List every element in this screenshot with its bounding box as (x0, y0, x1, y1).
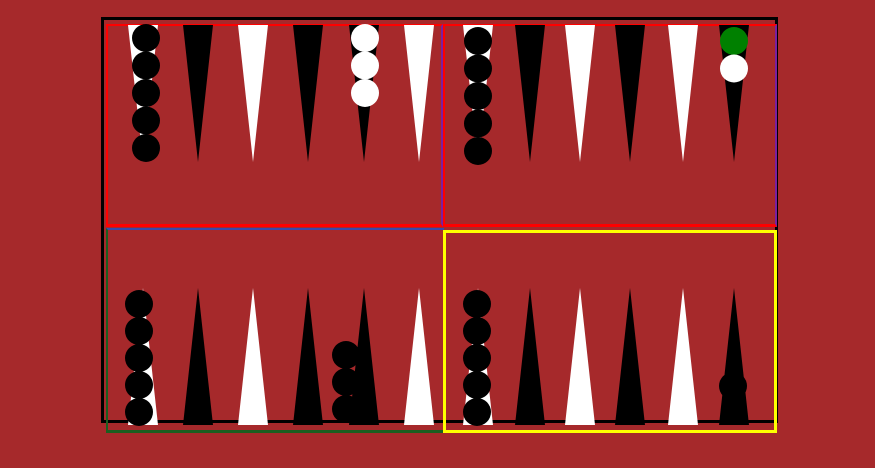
top-point-9[interactable] (565, 25, 595, 162)
bottom-point-5-checker-dark[interactable] (332, 341, 360, 369)
top-point-10[interactable] (615, 25, 645, 162)
top-point-7-checker-dark[interactable] (464, 54, 492, 83)
bottom-point-7-checker-dark[interactable] (463, 398, 491, 426)
top-point-6[interactable] (404, 25, 434, 162)
bottom-point-2[interactable] (183, 288, 213, 425)
top-point-1-checker-dark[interactable] (132, 51, 160, 80)
top-point-4[interactable] (293, 25, 323, 162)
top-point-7-checker-dark[interactable] (464, 27, 492, 55)
top-point-7-checker-dark[interactable] (464, 82, 492, 110)
top-point-1-checker-dark[interactable] (132, 24, 160, 52)
bottom-point-1-checker-dark[interactable] (125, 371, 153, 399)
top-point-3[interactable] (238, 25, 268, 162)
top-point-5-checker-light[interactable] (351, 24, 379, 52)
bottom-point-10[interactable] (615, 288, 645, 425)
bottom-point-7-checker-dark[interactable] (463, 371, 491, 399)
bottom-point-1-checker-dark[interactable] (125, 344, 153, 372)
bottom-point-7-checker-dark[interactable] (463, 290, 491, 318)
bottom-point-12[interactable] (719, 288, 749, 425)
top-point-1-checker-dark[interactable] (132, 106, 160, 135)
bottom-point-7-checker-dark[interactable] (463, 344, 491, 372)
bottom-point-6[interactable] (404, 288, 434, 425)
top-point-7-checker-dark[interactable] (464, 137, 492, 165)
bottom-point-4[interactable] (293, 288, 323, 425)
bottom-point-5-checker-dark[interactable] (332, 395, 360, 423)
top-right-quadrant (443, 24, 777, 227)
top-point-5-checker-light[interactable] (351, 79, 379, 107)
top-point-11[interactable] (668, 25, 698, 162)
bottom-point-12-checker-dark[interactable] (719, 372, 747, 400)
bottom-point-11[interactable] (668, 288, 698, 425)
bottom-point-1-checker-dark[interactable] (125, 317, 153, 345)
bottom-point-8[interactable] (515, 288, 545, 425)
top-point-1-checker-dark[interactable] (132, 134, 160, 162)
top-point-2[interactable] (183, 25, 213, 162)
bottom-point-7-checker-dark[interactable] (463, 317, 491, 345)
bottom-point-3[interactable] (238, 288, 268, 425)
top-point-8[interactable] (515, 25, 545, 162)
bottom-point-1-checker-dark[interactable] (125, 398, 153, 426)
top-point-5-checker-light[interactable] (351, 51, 379, 80)
top-point-12-checker-highlight[interactable] (720, 27, 748, 55)
bottom-point-9[interactable] (565, 288, 595, 425)
bottom-point-1-checker-dark[interactable] (125, 290, 153, 318)
top-point-7-checker-dark[interactable] (464, 109, 492, 138)
top-point-12-checker-light[interactable] (720, 54, 748, 83)
top-left-quadrant (106, 24, 443, 227)
bottom-right-quadrant (443, 230, 777, 433)
top-point-1-checker-dark[interactable] (132, 79, 160, 107)
bottom-point-5-checker-dark[interactable] (332, 368, 360, 396)
